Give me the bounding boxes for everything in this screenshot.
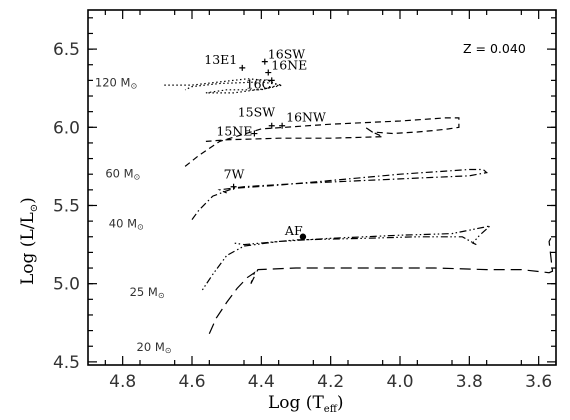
- star-marker-plus: [279, 122, 286, 129]
- track-20m: [208, 238, 554, 334]
- x-tick-label: 4.0: [386, 372, 413, 392]
- mass-label: 25 M⊙: [130, 285, 165, 300]
- mass-label-sun: ⊙: [165, 346, 172, 355]
- x-tick-label: 3.8: [456, 372, 483, 392]
- mass-label-name: 40 M: [109, 216, 137, 230]
- star-label: 13E1: [204, 52, 237, 67]
- star-label: 15SW: [238, 105, 275, 120]
- star-label: 16C: [246, 76, 271, 91]
- star-label: AF: [284, 223, 303, 238]
- x-tick-label: 3.6: [525, 372, 552, 392]
- track-120m: [164, 78, 283, 94]
- y-tick-label: 6.0: [53, 118, 80, 138]
- x-axis-title: Log (Teff): [268, 393, 343, 415]
- y-ticks: 4.5 5.0 5.5 6.0 6.5: [53, 17, 556, 373]
- x-axis-title-main: Log (T: [268, 393, 324, 413]
- y-tick-label: 6.5: [53, 40, 80, 60]
- plot-border: [87, 9, 557, 366]
- star-label: 16SW: [268, 47, 305, 62]
- star-marker-plus: [251, 130, 258, 137]
- x-tick-label: 4.6: [178, 372, 205, 392]
- star-label: 16NE: [271, 58, 307, 73]
- star-label: 15NE: [216, 124, 252, 139]
- mass-label-name: 20 M: [137, 340, 165, 354]
- star-marker-plus: [261, 58, 268, 65]
- y-axis-title: Log (L/L⊙): [18, 197, 40, 285]
- x-axis-title-subscript: eff: [324, 404, 338, 415]
- mass-label-sun: ⊙: [134, 172, 141, 181]
- star-marker-plus: [230, 183, 237, 190]
- x-axis-title-end: ): [337, 393, 344, 413]
- track-60m: [184, 117, 460, 167]
- x-tick-label: 4.4: [248, 372, 275, 392]
- evolutionary-tracks: [164, 78, 554, 334]
- track-25m: [201, 224, 493, 291]
- star-marker-plus: [268, 77, 275, 84]
- y-axis-title-main: Log (L/L: [18, 212, 38, 285]
- mass-label: 120 M⊙: [95, 76, 137, 91]
- x-ticks: 4.8 4.6 4.4 4.2 4.0 3.8 3.6: [104, 10, 557, 392]
- y-axis-title-end: ): [18, 197, 38, 204]
- star-marker-plus: [268, 122, 275, 129]
- x-tick-label: 4.8: [109, 372, 136, 392]
- star-label: 7W: [224, 167, 245, 182]
- plot-frame: [87, 9, 557, 366]
- y-tick-label: 5.5: [53, 196, 80, 216]
- mass-label-sun: ⊙: [137, 222, 144, 231]
- y-tick-label: 5.0: [53, 275, 80, 295]
- star-marker-dot: [299, 233, 307, 240]
- mass-label-name: 25 M: [130, 285, 158, 299]
- mass-label: 40 M⊙: [109, 216, 144, 231]
- mass-labels: 120 M⊙60 M⊙40 M⊙25 M⊙20 M⊙: [95, 76, 172, 355]
- star-label: 16NW: [286, 110, 326, 125]
- mass-label: 20 M⊙: [137, 340, 172, 355]
- star-marker-plus: [265, 69, 272, 76]
- metallicity-annotation: Z = 0.040: [463, 41, 526, 56]
- mass-label-sun: ⊙: [130, 82, 137, 91]
- mass-label: 60 M⊙: [105, 166, 140, 181]
- track-40m: [191, 168, 489, 220]
- star-marker-plus: [239, 64, 246, 71]
- mass-label-sun: ⊙: [158, 291, 165, 300]
- x-tick-label: 4.2: [317, 372, 344, 392]
- y-axis-title-sun: ⊙: [29, 204, 40, 212]
- mass-label-name: 60 M: [105, 166, 133, 180]
- mass-label-name: 120 M: [95, 76, 131, 90]
- y-tick-label: 4.5: [53, 353, 80, 373]
